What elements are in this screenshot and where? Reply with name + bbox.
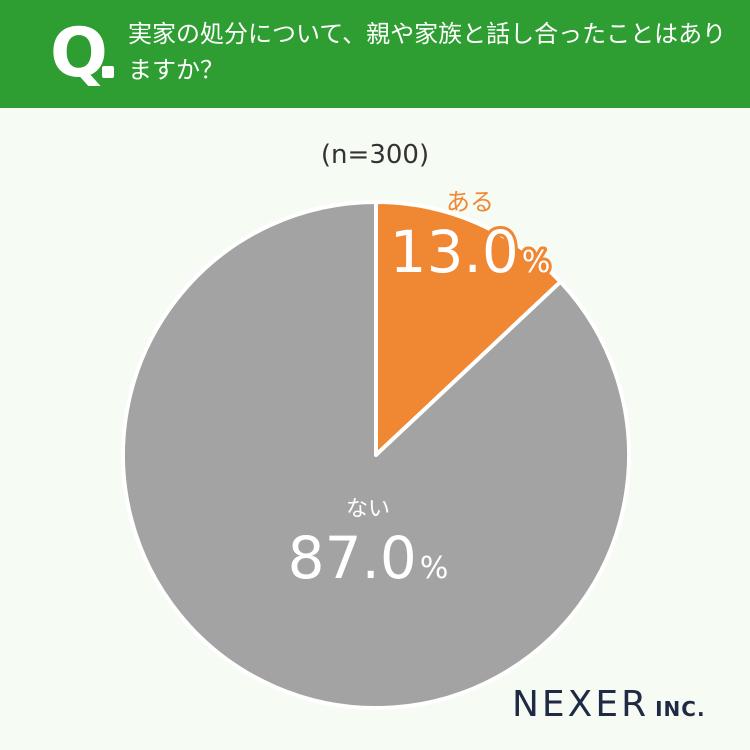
nexer-logo: NEXER INC.: [512, 684, 706, 725]
slice-value-1: 87.0%: [288, 524, 449, 592]
slice-label-0: ある: [446, 188, 494, 216]
sample-size-label: (n=300): [320, 140, 430, 170]
pie-slice-0: [374, 200, 563, 457]
slice-value-unit-1: %: [420, 551, 449, 586]
logo-suffix: INC.: [655, 697, 706, 721]
q-dot: [102, 66, 114, 78]
logo-name: NEXER: [512, 684, 650, 725]
question-text: 実家の処分について、親や家族と話し合ったことはありますか？: [128, 20, 727, 84]
slice-value-number-0: 13.0: [390, 218, 519, 286]
slice-value-unit-0: %: [522, 245, 551, 280]
question-header: Q 実家の処分について、親や家族と話し合ったことはありますか？: [0, 0, 750, 108]
slice-value-number-1: 87.0: [288, 524, 417, 592]
q-mark: Q: [50, 14, 108, 93]
slice-label-1: ない: [346, 497, 390, 522]
slice-value-0: 13.0%: [390, 218, 551, 286]
pie-slice-1: [121, 200, 631, 710]
